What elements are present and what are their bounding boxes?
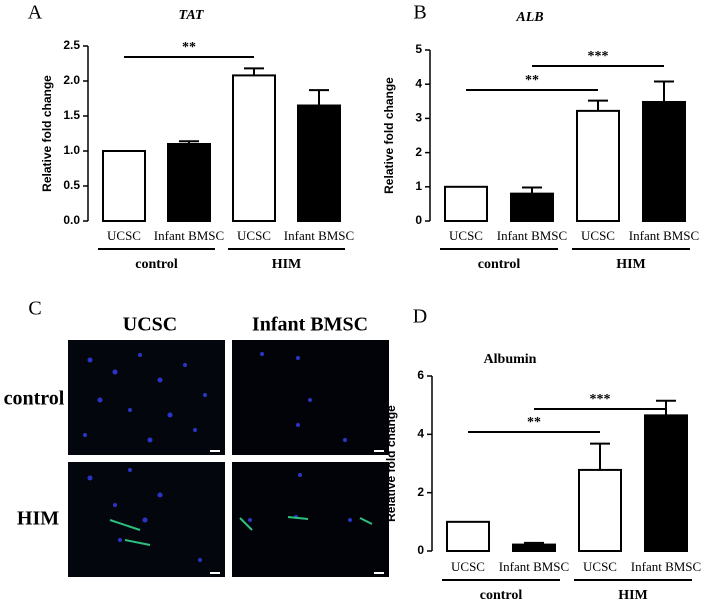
x-tick-label: Infant BMSC (154, 228, 224, 243)
group-label: HIM (618, 588, 648, 603)
bar (642, 100, 686, 222)
x-tick-label: UCSC (451, 559, 485, 574)
column-header: UCSC (123, 314, 177, 336)
x-tick-label: Infant BMSC (629, 228, 699, 243)
group-label: HIM (272, 257, 302, 272)
x-tick-label: UCSC (449, 228, 483, 243)
significance-label: ** (525, 73, 539, 88)
y-tick-label: 2.0 (63, 73, 80, 87)
row-header: HIM (17, 508, 59, 530)
group-label: control (478, 257, 521, 272)
bar (510, 192, 554, 222)
micrograph (68, 340, 225, 455)
bar (297, 104, 341, 222)
albumin-stain (109, 516, 373, 546)
x-tick-label: Infant BMSC (499, 559, 569, 574)
significance-label: ** (527, 415, 541, 430)
y-tick-label: 1.0 (63, 143, 80, 157)
y-axis-label: Relative fold change (382, 77, 396, 194)
significance-label: *** (588, 49, 609, 64)
y-tick-label: 0.5 (63, 178, 80, 192)
significance-label: ** (182, 40, 196, 55)
micrograph (232, 340, 389, 455)
x-tick-label: UCSC (581, 228, 615, 243)
y-axis-label: Relative fold change (384, 405, 398, 522)
y-tick-label: 0 (417, 543, 424, 557)
chart-title: ALB (515, 10, 543, 25)
group-label: HIM (616, 257, 646, 272)
bar (512, 543, 556, 552)
x-tick-label: Infant BMSC (497, 228, 567, 243)
bar (102, 150, 146, 222)
y-tick-label: 2 (415, 145, 422, 159)
bar (576, 109, 620, 222)
chart-title: TAT (179, 8, 205, 23)
bar (167, 143, 211, 222)
y-tick-label: 3 (415, 111, 422, 125)
y-tick-label: 5 (415, 42, 422, 56)
y-tick-label: 1.5 (63, 108, 80, 122)
scale-bars (210, 450, 384, 574)
nuclei (83, 352, 352, 562)
group-label: control (480, 588, 523, 603)
y-tick-label: 2.5 (63, 38, 80, 52)
y-tick-label: 4 (415, 76, 422, 90)
bar (578, 468, 622, 552)
panel-label: C (28, 298, 41, 320)
y-tick-label: 0.0 (63, 213, 80, 227)
bar (444, 185, 488, 223)
x-tick-label: UCSC (107, 228, 141, 243)
y-tick-label: 1 (415, 179, 422, 193)
x-tick-label: UCSC (237, 228, 271, 243)
panel-label: B (413, 2, 426, 24)
panel-c: C UCSC Infant BMSC control HIM (4, 298, 389, 577)
significance-label: *** (590, 392, 611, 407)
x-tick-label: Infant BMSC (284, 228, 354, 243)
bar (644, 414, 688, 552)
x-tick-label: Infant BMSC (631, 559, 701, 574)
y-tick-label: 4 (417, 427, 424, 441)
panel-label: A (28, 2, 43, 24)
chart-title: Albumin (484, 352, 537, 367)
y-tick-label: 0 (415, 213, 422, 227)
panel-label: D (413, 306, 427, 328)
micrograph (232, 462, 389, 577)
y-axis-label: Relative fold change (40, 75, 54, 192)
group-label: control (135, 257, 178, 272)
y-tick-label: 2 (417, 485, 424, 499)
row-header: control (4, 388, 65, 410)
column-header: Infant BMSC (252, 314, 368, 336)
x-tick-label: UCSC (583, 559, 617, 574)
bar (446, 520, 490, 552)
y-tick-label: 6 (417, 368, 424, 382)
bar (232, 74, 276, 223)
